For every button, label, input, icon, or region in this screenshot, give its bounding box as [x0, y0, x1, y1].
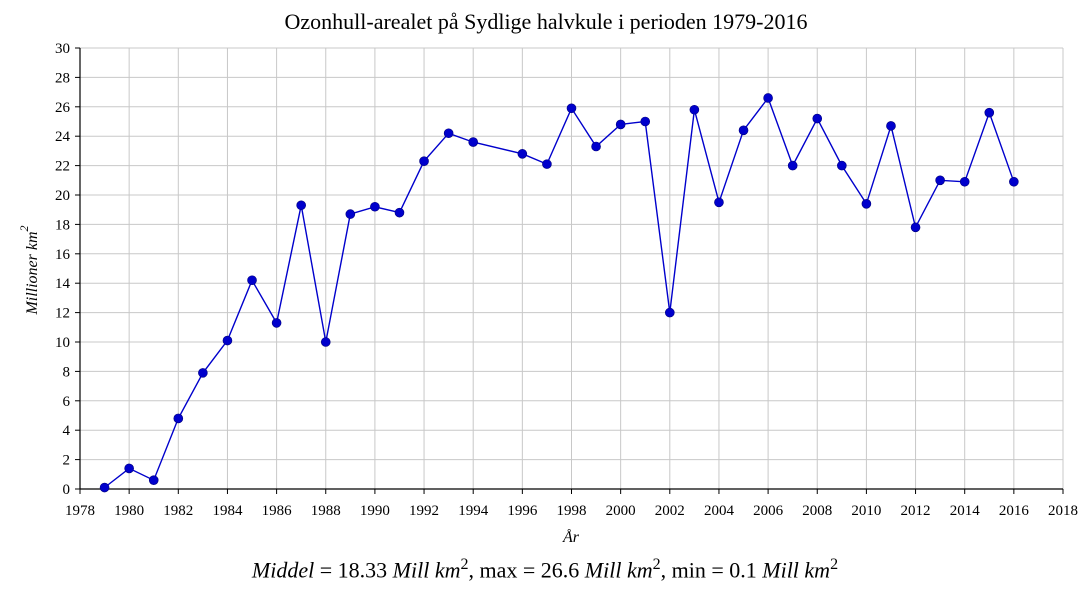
- mean-label: Middel: [251, 557, 315, 583]
- x-tick-label: 2018: [1048, 503, 1078, 519]
- chart-title: Ozonhull-arealet på Sydlige halvkule i p…: [285, 9, 808, 34]
- x-tick-label: 1990: [360, 503, 390, 519]
- x-tick-label: 1984: [212, 503, 243, 519]
- max-label: , max = 26.6: [468, 557, 585, 583]
- y-tick-label: 10: [55, 335, 70, 351]
- x-tick-label: 1978: [65, 503, 95, 519]
- series-line: [104, 96, 1015, 489]
- x-tick-label: 2014: [950, 503, 981, 519]
- mean-value: = 18.33: [314, 557, 393, 583]
- y-tick-label: 28: [55, 70, 70, 86]
- y-axis-label-text: Millioner km: [24, 231, 41, 315]
- y-tick-label: 6: [63, 394, 71, 410]
- data-point: [443, 128, 454, 139]
- data-point: [222, 335, 233, 346]
- data-point: [640, 116, 651, 127]
- data-point: [124, 463, 134, 474]
- y-tick-label: 18: [55, 217, 70, 233]
- data-point: [468, 137, 479, 147]
- svg-text:Millioner km2: Millioner km2: [17, 225, 41, 315]
- data-point: [714, 197, 724, 208]
- x-tick-label: 2016: [999, 503, 1030, 519]
- x-tick-label: 1988: [311, 503, 341, 519]
- min-unit-exponent: 2: [830, 556, 839, 573]
- data-point: [984, 107, 995, 118]
- data-point: [664, 307, 675, 318]
- max-unit-exponent: 2: [652, 556, 661, 573]
- mean-unit-exponent: 2: [460, 556, 469, 573]
- data-point: [910, 222, 921, 233]
- data-point: [886, 121, 896, 131]
- data-point: [935, 175, 945, 186]
- data-point: [763, 93, 773, 103]
- x-tick-label: 2012: [901, 503, 931, 519]
- chart: Ozonhull-arealet på Sydlige halvkule i p…: [17, 9, 1078, 546]
- data-point: [419, 156, 429, 166]
- y-tick-label: 24: [55, 129, 71, 145]
- y-tick-label: 22: [55, 159, 70, 175]
- min-label: , min = 0.1: [660, 557, 763, 583]
- x-tick-label: 2004: [704, 503, 735, 519]
- x-tick-label: 1994: [458, 503, 489, 519]
- x-tick-label: 1986: [262, 503, 293, 519]
- data-point: [345, 209, 356, 219]
- data-point: [787, 160, 798, 171]
- y-tick-label: 26: [55, 100, 71, 116]
- data-point: [296, 200, 306, 211]
- data-point: [99, 482, 110, 493]
- data-point: [394, 207, 405, 218]
- x-tick-label: 2002: [655, 503, 685, 519]
- x-tick-label: 2000: [606, 503, 636, 519]
- x-tick-label: 1980: [114, 503, 144, 519]
- grid: [79, 47, 1064, 490]
- y-tick-label: 0: [63, 482, 71, 498]
- y-tick-label: 20: [55, 188, 70, 204]
- series-ozone-area: [99, 93, 1019, 493]
- x-tick-label: 1998: [557, 503, 587, 519]
- x-tick-label: 2008: [802, 503, 832, 519]
- data-point: [566, 103, 577, 114]
- y-axis-label-exponent: 2: [17, 225, 31, 231]
- data-point: [198, 368, 208, 378]
- data-point: [615, 119, 626, 130]
- x-tick-label: 1996: [507, 503, 538, 519]
- y-tick-label: 16: [55, 247, 71, 263]
- data-point: [812, 113, 823, 124]
- data-point: [271, 318, 282, 328]
- x-axis-label: År: [562, 528, 580, 546]
- data-point: [861, 199, 872, 209]
- data-point: [517, 149, 528, 159]
- x-tick-label: 2010: [851, 503, 881, 519]
- mean-unit: Mill km: [392, 557, 461, 583]
- min-unit: Mill km: [762, 557, 831, 583]
- x-tick-labels: 1978 1980 1982 1984 1986 1988 1990 1992 1994 1996…: [65, 503, 1078, 519]
- y-axis-label: Millioner km2: [17, 225, 41, 315]
- data-point: [173, 413, 184, 424]
- max-unit: Mill km: [584, 557, 653, 583]
- x-tick-label: 1992: [409, 503, 439, 519]
- data-point: [591, 141, 601, 152]
- data-point: [148, 475, 159, 485]
- y-tick-label: 12: [55, 306, 70, 322]
- y-tick-label: 4: [63, 423, 71, 439]
- x-tick-label: 2006: [753, 503, 784, 519]
- y-tick-label: 30: [55, 41, 70, 57]
- data-point: [959, 176, 970, 187]
- x-tick-label: 1982: [163, 503, 193, 519]
- data-point: [738, 125, 749, 136]
- data-point: [320, 337, 331, 347]
- summary-stats: Middel = 18.33 Mill km2, max = 26.6 Mill…: [0, 556, 1090, 583]
- data-point: [1009, 176, 1019, 187]
- data-point: [689, 104, 700, 115]
- y-tick-label: 2: [63, 453, 71, 469]
- data-point: [247, 275, 257, 286]
- axes: [75, 47, 1064, 494]
- data-point: [837, 160, 847, 171]
- y-tick-label: 14: [55, 276, 71, 292]
- y-tick-label: 8: [63, 364, 71, 380]
- data-point: [542, 159, 552, 169]
- data-point: [370, 201, 380, 212]
